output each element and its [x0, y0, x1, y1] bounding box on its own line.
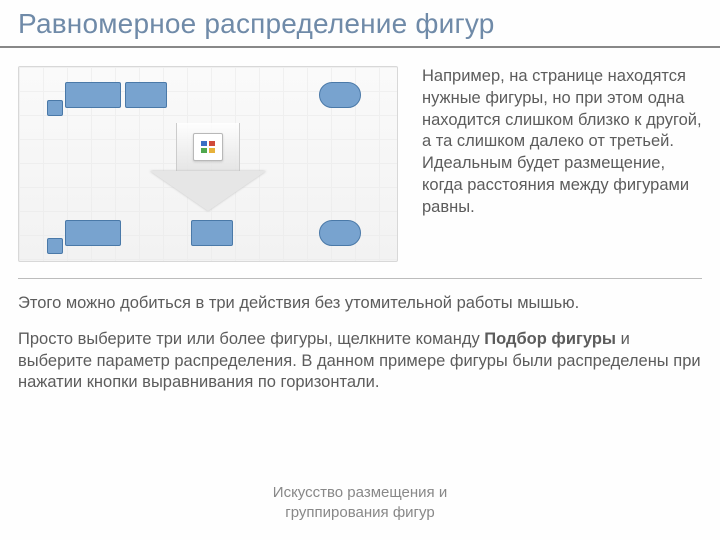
para2-bold: Подбор фигуры — [484, 330, 616, 348]
shape — [65, 220, 121, 246]
paragraph-2: Просто выберите три или более фигуры, ще… — [0, 315, 720, 394]
shape — [125, 82, 167, 108]
side-description: Например, на странице находятся нужные ф… — [398, 66, 702, 262]
shape — [65, 82, 121, 108]
para2-lead: Просто выберите три или более фигуры, ще… — [18, 330, 484, 348]
shape — [47, 238, 63, 254]
shape — [319, 220, 361, 246]
upper-section: Например, на странице находятся нужные ф… — [0, 48, 720, 272]
footer-line-1: Искусство размещения и — [0, 483, 720, 503]
shape — [319, 82, 361, 108]
page-title: Равномерное распределение фигур — [0, 0, 720, 48]
shape — [47, 100, 63, 116]
footer-line-2: группирования фигур — [0, 503, 720, 523]
paragraph-1: Этого можно добиться в три действия без … — [0, 279, 720, 315]
shape — [191, 220, 233, 246]
footer: Искусство размещения и группирования фиг… — [0, 483, 720, 522]
distribute-tool-button-icon — [193, 133, 223, 161]
diagram — [18, 66, 398, 262]
